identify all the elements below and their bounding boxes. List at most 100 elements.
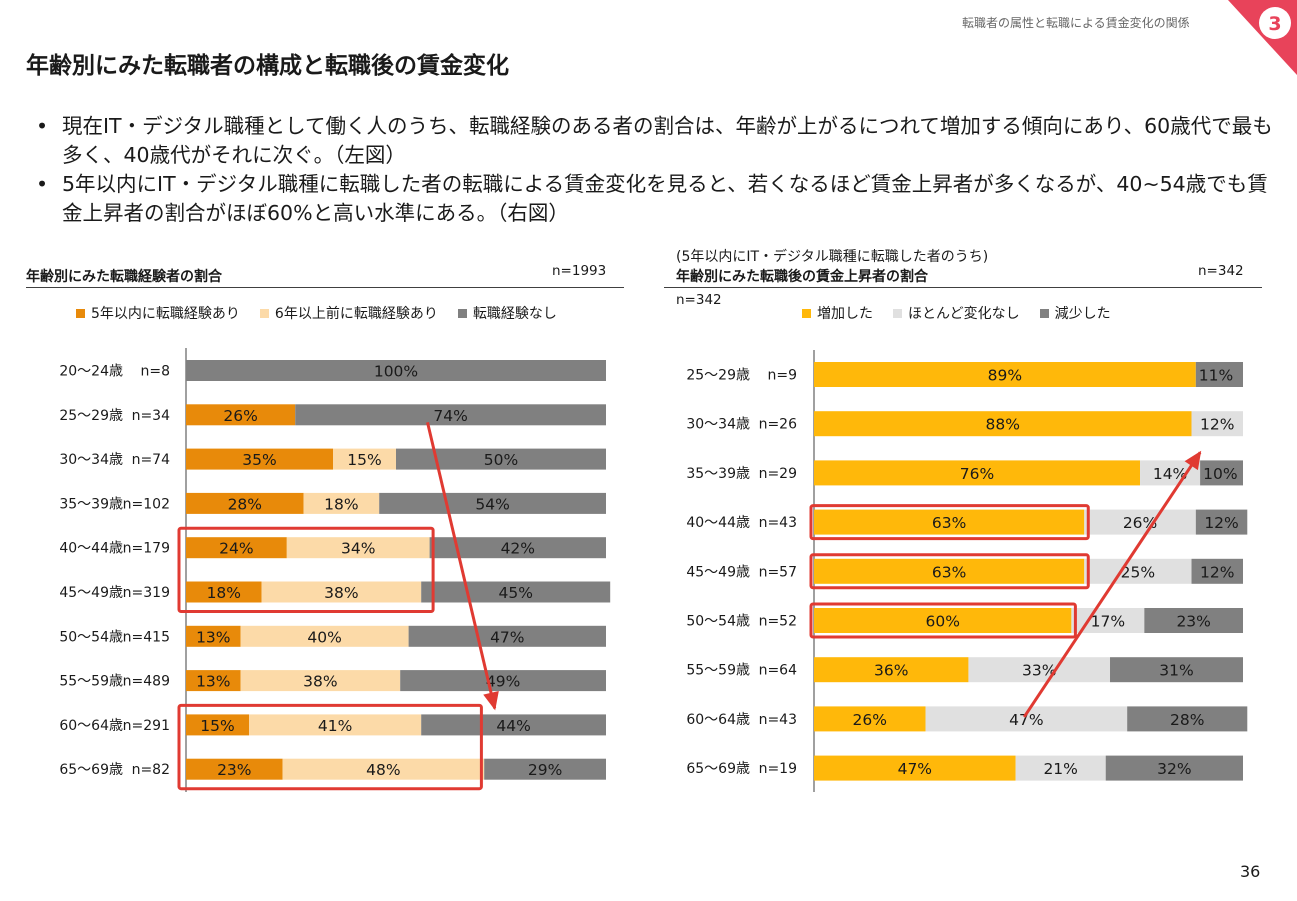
data-label: 28% bbox=[228, 495, 262, 513]
legend-swatch bbox=[259, 308, 269, 318]
section-title: 転職者の属性と転職による賃金変化の関係 bbox=[962, 16, 1190, 30]
category-label: 30～34歳 bbox=[59, 452, 123, 468]
legend-item: ほとんど変化なし bbox=[893, 303, 1020, 323]
bar-segment bbox=[186, 448, 333, 470]
bar-segment bbox=[1195, 362, 1243, 387]
category-label: 50～54歳 bbox=[686, 614, 750, 630]
data-label: 63% bbox=[932, 514, 966, 532]
data-label: 45% bbox=[498, 584, 532, 602]
left-chart-n: n=1993 bbox=[552, 263, 607, 279]
highlight-box bbox=[809, 504, 1090, 541]
data-label: 13% bbox=[196, 628, 230, 646]
data-label: 31% bbox=[1159, 662, 1193, 680]
trend-arrow-head bbox=[1184, 450, 1202, 471]
bar-segment bbox=[186, 492, 304, 514]
category-label: 55～59歳 bbox=[686, 663, 750, 679]
data-label: 48% bbox=[366, 761, 400, 779]
n-label: n=52 bbox=[759, 614, 797, 630]
bar-segment bbox=[186, 404, 296, 426]
data-label: 40% bbox=[307, 628, 341, 646]
bar-segment bbox=[240, 625, 409, 647]
bar-segment bbox=[1110, 657, 1243, 683]
data-label: 33% bbox=[1022, 662, 1056, 680]
bar-segment bbox=[408, 625, 606, 647]
data-label: 74% bbox=[433, 407, 467, 425]
category-label: 60～64歳 bbox=[59, 718, 123, 734]
bar-segment bbox=[240, 670, 401, 692]
n-label: n=43 bbox=[759, 515, 797, 531]
n-label: n=19 bbox=[759, 761, 797, 777]
category-label: 65～69歳 bbox=[686, 761, 750, 777]
data-label: 49% bbox=[486, 673, 520, 691]
data-label: 60% bbox=[925, 613, 959, 631]
data-label: 35% bbox=[242, 451, 276, 469]
legend-item: 6年以上前に転職経験あり bbox=[259, 303, 438, 323]
data-label: 17% bbox=[1091, 613, 1125, 631]
bar-segment bbox=[186, 581, 262, 603]
data-label: 44% bbox=[496, 717, 530, 735]
data-label: 24% bbox=[219, 540, 253, 558]
right-chart-title: 年齢別にみた転職後の賃金上昇者の割合 bbox=[676, 269, 928, 285]
bar-segment bbox=[1105, 755, 1243, 781]
category-label: 50～54歳 bbox=[59, 629, 123, 645]
bar-segment bbox=[814, 706, 926, 732]
legend-swatch bbox=[457, 308, 467, 318]
data-label: 100% bbox=[374, 363, 418, 381]
bar-segment bbox=[1200, 460, 1243, 486]
n-label: n=415 bbox=[123, 629, 170, 645]
bar-segment bbox=[1191, 411, 1243, 437]
category-label: 60～64歳 bbox=[686, 712, 750, 728]
bullet-item: • 5年以内にIT・デジタル職種に転職した者の転職による賃金変化を見ると、若くなる… bbox=[36, 172, 1268, 225]
data-label: 29% bbox=[528, 761, 562, 779]
n-label: n=74 bbox=[132, 452, 171, 468]
data-label: 26% bbox=[853, 711, 887, 729]
bar-segment bbox=[1084, 509, 1196, 535]
bar-segment bbox=[379, 492, 606, 514]
data-label: 12% bbox=[1200, 416, 1234, 434]
bar-segment bbox=[186, 670, 241, 692]
n-label: n=57 bbox=[759, 564, 797, 580]
n-label: n=26 bbox=[759, 417, 798, 433]
data-label: 36% bbox=[874, 662, 908, 680]
bar-segment bbox=[814, 558, 1085, 584]
legend-swatch bbox=[802, 308, 811, 318]
category-label: 40～44歳 bbox=[59, 541, 123, 557]
n-label: n=82 bbox=[132, 762, 170, 778]
bar-segment bbox=[186, 537, 287, 559]
category-label: 20～24歳 bbox=[59, 364, 123, 380]
category-label: 65～69歳 bbox=[59, 762, 123, 778]
right-chart-n-secondary: n=342 bbox=[676, 292, 722, 308]
data-label: 47% bbox=[490, 628, 524, 646]
bar-segment bbox=[295, 404, 606, 426]
n-label: n=319 bbox=[123, 585, 170, 601]
data-label: 15% bbox=[347, 451, 381, 469]
bar-segment bbox=[261, 581, 422, 603]
n-label: n=179 bbox=[123, 541, 170, 557]
bar-segment bbox=[286, 537, 430, 559]
bar-segment bbox=[814, 755, 1016, 781]
data-label: 14% bbox=[1153, 465, 1187, 483]
data-label: 89% bbox=[988, 367, 1022, 385]
legend-item: 転職経験なし bbox=[457, 303, 557, 323]
data-label: 25% bbox=[1121, 563, 1155, 581]
data-label: 88% bbox=[986, 416, 1020, 434]
data-label: 10% bbox=[1203, 465, 1237, 483]
data-label: 34% bbox=[341, 540, 375, 558]
category-label: 40～44歳 bbox=[686, 515, 750, 531]
right-chart-n: n=342 bbox=[1198, 263, 1244, 279]
data-label: 11% bbox=[1199, 367, 1233, 385]
bar-segment bbox=[814, 608, 1072, 633]
n-label: n=9 bbox=[767, 368, 797, 384]
category-label: 25～29歳 bbox=[686, 368, 750, 384]
n-label: n=489 bbox=[123, 674, 170, 690]
category-label: 55～59歳 bbox=[59, 674, 123, 690]
bar-segment bbox=[1195, 509, 1248, 535]
left-chart-rule bbox=[26, 287, 624, 288]
bar-segment bbox=[1144, 608, 1243, 633]
data-label: 47% bbox=[898, 760, 932, 778]
trend-arrow bbox=[426, 421, 497, 709]
data-label: 42% bbox=[501, 540, 535, 558]
section-badge: 3 bbox=[1228, 0, 1297, 75]
section-number: 3 bbox=[1268, 13, 1281, 35]
